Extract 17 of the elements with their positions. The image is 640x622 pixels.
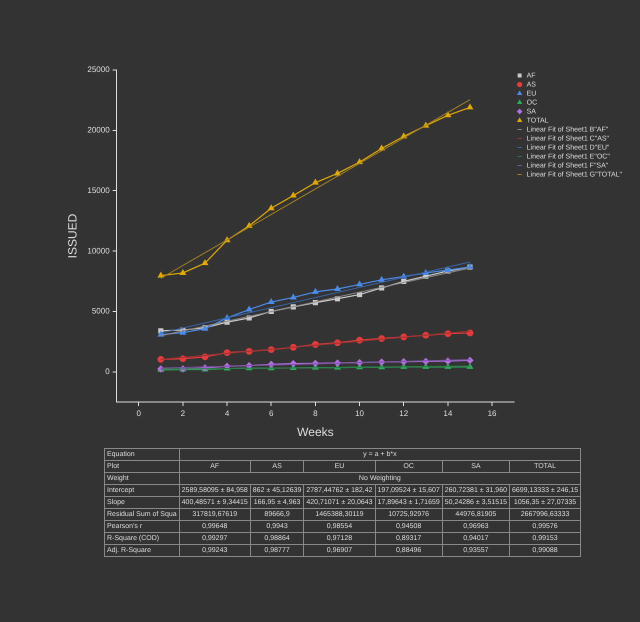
x-tick-label: 4 [224,409,230,418]
x-tick-label: 0 [136,409,142,418]
x-tick-label: 12 [399,409,409,418]
x-tick-label: 10 [355,409,365,418]
y-tick-label: 5000 [92,306,110,316]
y-axis-title: ISSUED [66,213,80,258]
x-axis-title: Weeks [297,425,334,440]
x-tick-label: 6 [269,409,274,418]
x-tick-label: 14 [443,409,453,418]
y-tick-label: 15000 [87,186,110,195]
x-tick-label: 2 [180,409,186,418]
y-tick-label: 0 [105,367,110,376]
y-tick-label: 10000 [87,246,110,256]
y-tick-label: 25000 [87,65,110,74]
x-tick-label: 16 [488,409,498,418]
y-tick-label: 20000 [87,126,110,135]
x-tick-label: 8 [313,409,318,418]
